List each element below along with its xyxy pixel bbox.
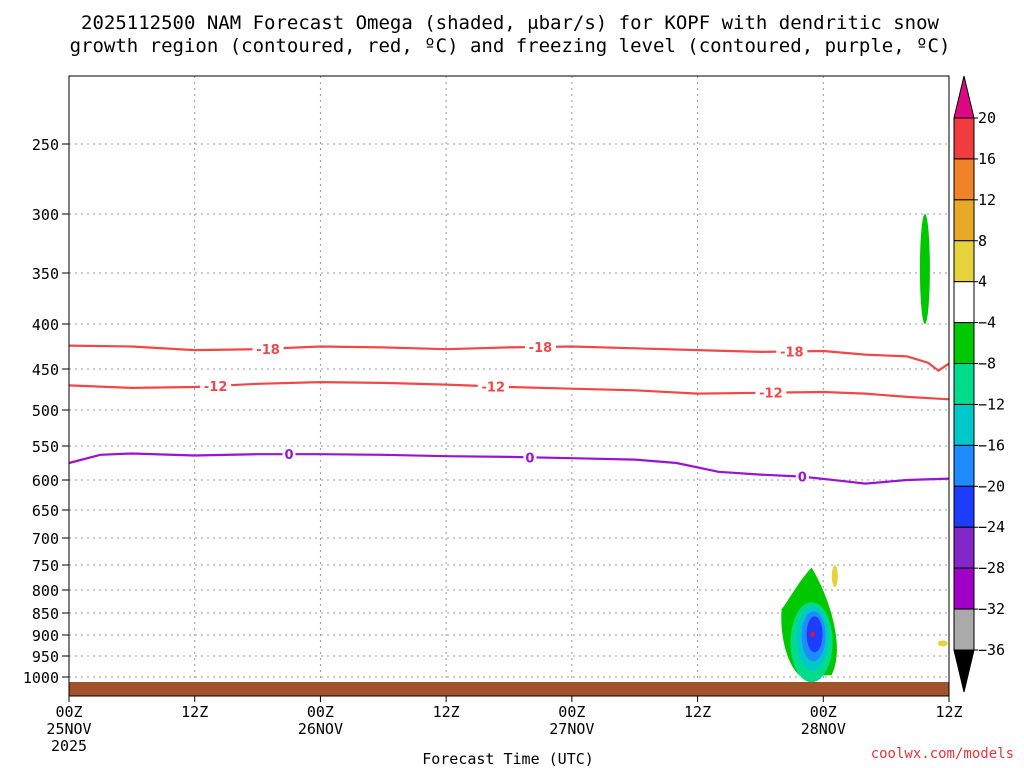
contour-labels: -18 -18 -18 -12 -12 -12 0 0 0 bbox=[200, 339, 809, 486]
contour-label-bg bbox=[282, 447, 296, 462]
y-tick-label: 750 bbox=[32, 557, 59, 575]
contour-label-bg bbox=[755, 385, 787, 400]
omega-cell-upper bbox=[919, 214, 930, 324]
contour-label: 0 bbox=[284, 448, 293, 463]
y-tick-label: 500 bbox=[32, 402, 59, 420]
x-tick-date: 25NOV bbox=[46, 720, 91, 738]
contour-label: -12 bbox=[204, 380, 228, 395]
credit-text[interactable]: coolwx.com/models bbox=[871, 746, 1014, 762]
x-tick-label: 00Z bbox=[810, 703, 837, 721]
omega-sinking-dot bbox=[937, 640, 948, 647]
colorbar-label: 8 bbox=[978, 232, 987, 250]
x-tick-label: 00Z bbox=[558, 703, 585, 721]
chart-title-line2: growth region (contoured, red, ºC) and f… bbox=[70, 35, 951, 57]
y-tick-label: 850 bbox=[32, 605, 59, 623]
y-tick-label: 400 bbox=[32, 316, 59, 334]
x-tick-label: 12Z bbox=[684, 703, 711, 721]
y-tick-label: 950 bbox=[32, 648, 59, 666]
colorbar-segment bbox=[953, 403, 975, 446]
contour-line bbox=[68, 344, 950, 372]
contour-line bbox=[68, 452, 950, 485]
omega-sinking-sliver bbox=[831, 565, 838, 588]
x-tick-label: 00Z bbox=[307, 703, 334, 721]
colorbar-segment bbox=[953, 526, 975, 569]
y-tick-label: 900 bbox=[32, 627, 59, 645]
y-tick-label: 300 bbox=[32, 206, 59, 224]
colorbar-label: −4 bbox=[978, 314, 996, 332]
x-tick-label: 12Z bbox=[181, 703, 208, 721]
y-tick-label: 600 bbox=[32, 472, 59, 490]
contour-label-bg bbox=[524, 339, 556, 354]
colorbar-segment bbox=[953, 199, 975, 242]
y-tick-label: 1000 bbox=[23, 669, 59, 687]
contour-label: -12 bbox=[482, 380, 506, 395]
x-tick-label: 00Z bbox=[55, 703, 82, 721]
contour-label-bg bbox=[795, 469, 809, 484]
colorbar: 20 16 12 8 4 −4 −8 −12 −16 −20 −24 −28 −32 −36 bbox=[953, 75, 1005, 693]
colorbar-segment bbox=[953, 240, 975, 283]
contour-label: 0 bbox=[525, 451, 534, 466]
contour-label: -18 bbox=[529, 341, 553, 356]
contour-label-bg bbox=[477, 379, 509, 394]
x-tick-label: 12Z bbox=[935, 703, 962, 721]
y-tick-label: 450 bbox=[32, 361, 59, 379]
y-tick-label: 650 bbox=[32, 502, 59, 520]
contour-label-bg bbox=[252, 341, 284, 356]
colorbar-bottom-cap bbox=[953, 649, 975, 693]
plot-frame bbox=[68, 75, 950, 697]
x-axis-label: Forecast Time (UTC) bbox=[422, 750, 594, 768]
colorbar-label: 16 bbox=[978, 150, 996, 168]
contour-label: 0 bbox=[798, 471, 807, 486]
colorbar-segment bbox=[953, 281, 975, 324]
contour-label: -18 bbox=[780, 345, 804, 360]
colorbar-segment bbox=[953, 158, 975, 201]
colorbar-label: −20 bbox=[978, 477, 1005, 495]
y-tick-label: 350 bbox=[32, 265, 59, 283]
colorbar-label: −16 bbox=[978, 436, 1005, 454]
temperature-contours bbox=[68, 344, 950, 485]
colorbar-segment bbox=[953, 567, 975, 610]
x-tick-year: 2025 bbox=[51, 737, 87, 755]
colorbar-segment bbox=[953, 117, 975, 160]
colorbar-label: 4 bbox=[978, 273, 987, 291]
y-axis-ticks: 250 300 350 400 450 500 550 600 650 700 750 800 850 9… bbox=[23, 136, 69, 687]
terrain-band bbox=[69, 682, 949, 696]
y-tick-label: 550 bbox=[32, 438, 59, 456]
colorbar-label: −32 bbox=[978, 600, 1005, 618]
colorbar-segment bbox=[953, 485, 975, 528]
x-tick-date: 28NOV bbox=[801, 720, 846, 738]
x-tick-label: 12Z bbox=[433, 703, 460, 721]
y-tick-label: 700 bbox=[32, 530, 59, 548]
colorbar-segment bbox=[953, 608, 975, 651]
colorbar-label: −36 bbox=[978, 641, 1005, 659]
colorbar-label: −24 bbox=[978, 518, 1005, 536]
contour-label-bg bbox=[523, 450, 537, 465]
colorbar-label: −28 bbox=[978, 559, 1005, 577]
omega-core-center bbox=[810, 631, 815, 638]
omega-shading bbox=[781, 214, 948, 683]
chart-title-line1: 2025112500 NAM Forecast Omega (shaded, μ… bbox=[81, 12, 939, 34]
colorbar-label: −12 bbox=[978, 395, 1005, 413]
contour-label: -18 bbox=[256, 343, 280, 358]
y-tick-label: 800 bbox=[32, 582, 59, 600]
colorbar-label: −8 bbox=[978, 355, 996, 373]
colorbar-segment bbox=[953, 322, 975, 365]
colorbar-segment bbox=[953, 363, 975, 405]
colorbar-segment bbox=[953, 444, 975, 487]
colorbar-label: 20 bbox=[978, 109, 996, 127]
x-tick-date: 27NOV bbox=[549, 720, 594, 738]
colorbar-label: 12 bbox=[978, 191, 996, 209]
x-tick-date: 26NOV bbox=[298, 720, 343, 738]
colorbar-top-cap bbox=[953, 75, 975, 119]
y-tick-label: 250 bbox=[32, 136, 59, 154]
contour-label-bg bbox=[776, 344, 808, 359]
contour-label: -12 bbox=[759, 387, 783, 402]
contour-label-bg bbox=[200, 378, 232, 393]
